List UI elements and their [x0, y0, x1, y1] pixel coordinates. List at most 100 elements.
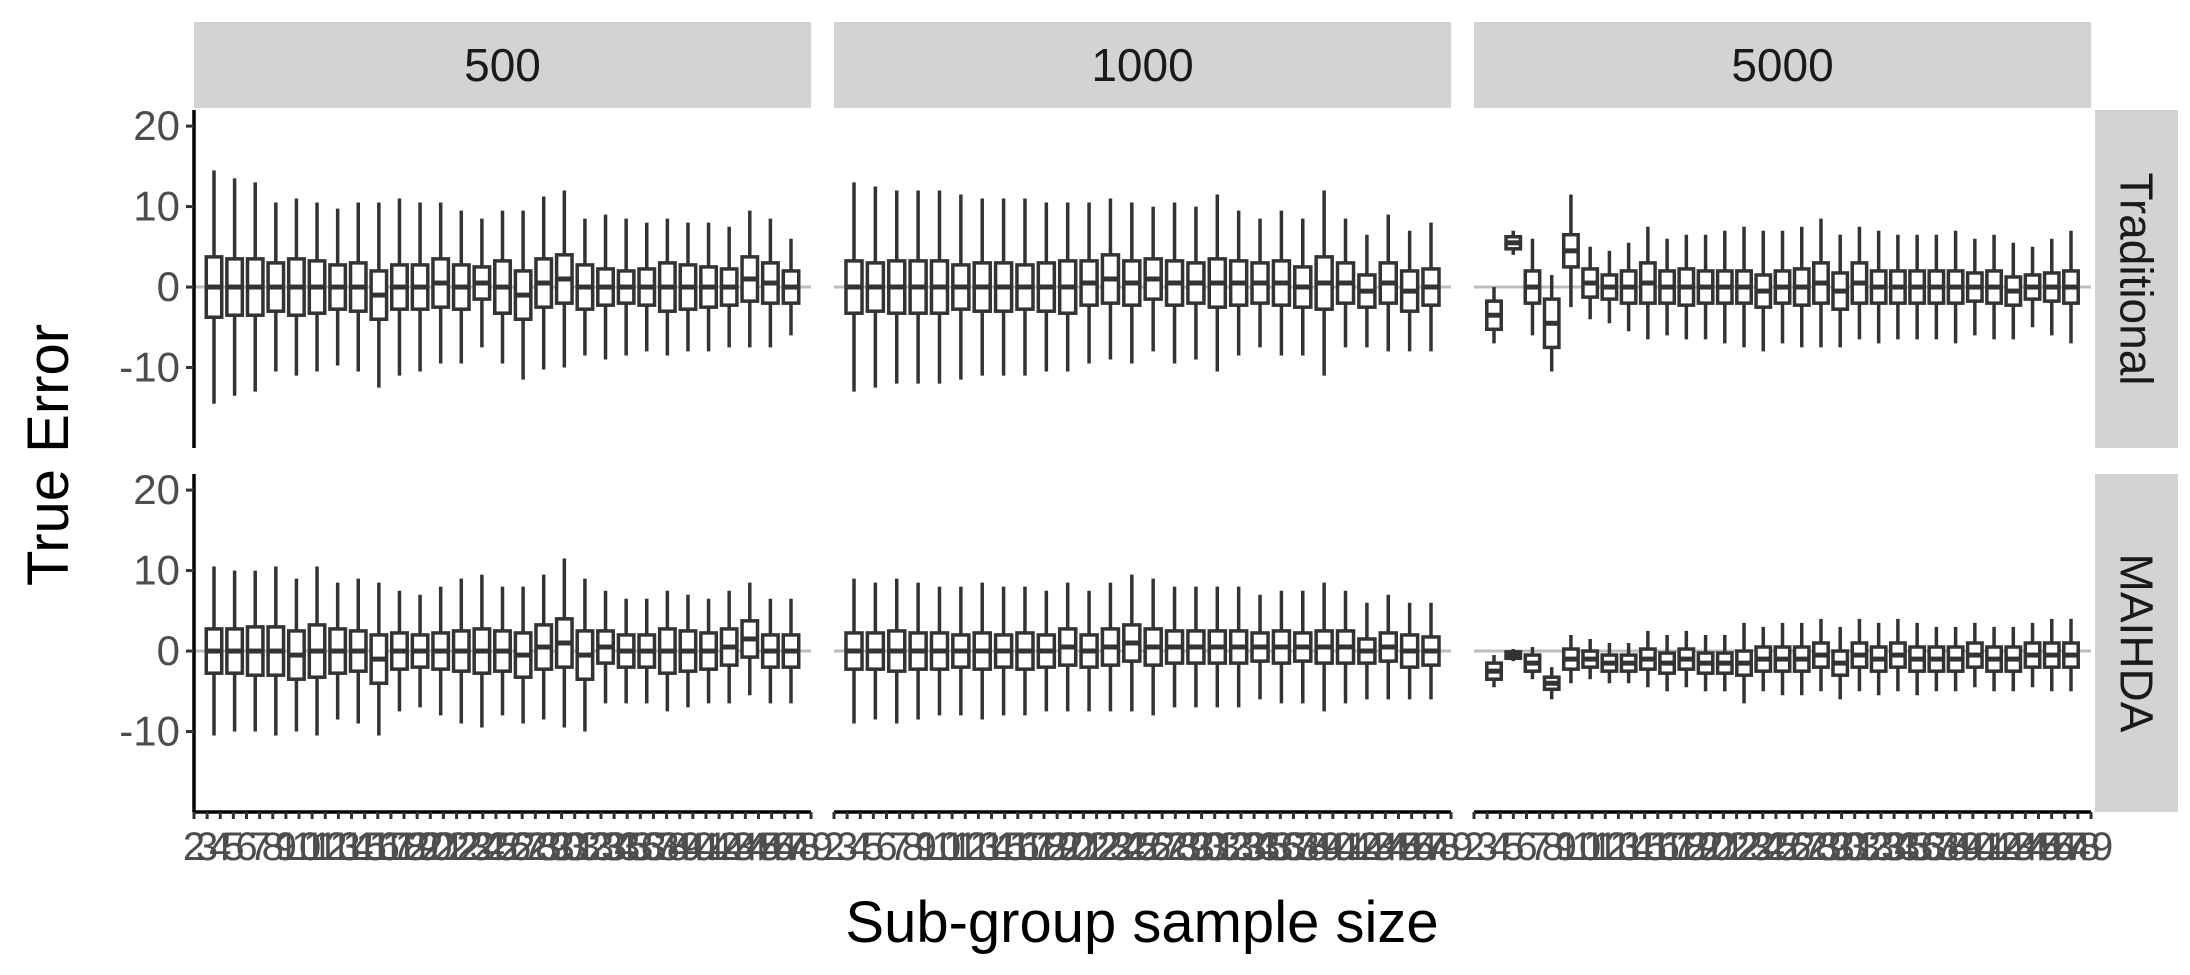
boxplot [1335, 590, 1356, 704]
row-strip-label-traditional: Traditional [2111, 172, 2163, 385]
boxplot [534, 574, 554, 720]
boxplot [369, 582, 389, 736]
x-tick-label: 12 [303, 825, 348, 869]
x-tick-label: 42 [1337, 825, 1382, 869]
x-axis-500: 2345678910111213141516171819202122232425… [183, 810, 834, 869]
x-tick-label: 45 [1376, 825, 1421, 869]
boxplot [2062, 230, 2080, 344]
boxplot [1100, 198, 1121, 360]
boxplot [1143, 578, 1163, 716]
boxplot [204, 566, 224, 736]
boxplot [760, 218, 780, 348]
boxplot [1057, 582, 1078, 712]
x-tick-label: 46 [749, 825, 794, 869]
x-tick-label: 7 [1529, 825, 1551, 869]
boxplot [348, 202, 368, 372]
boxplot [1985, 234, 2004, 340]
boxplot [1600, 250, 1619, 324]
boxplot [389, 590, 409, 712]
column-strip-label-1000: 1000 [1091, 39, 1193, 91]
boxplot [1696, 234, 1715, 340]
x-tick-label: 32 [1846, 825, 1891, 869]
x-tick-label: 44 [2003, 825, 2048, 869]
x-tick-label: 23 [1727, 825, 1772, 869]
boxplot [1314, 190, 1334, 376]
boxplot [1485, 655, 1503, 688]
boxplot [1378, 594, 1399, 700]
x-tick-label: 30 [539, 825, 584, 869]
boxplot [972, 198, 992, 376]
boxplot [1735, 226, 1753, 348]
x-tick-label: 5 [222, 825, 244, 869]
x-tick-label: 25 [1754, 825, 1799, 869]
boxplot [1421, 602, 1441, 700]
boxplot [1421, 222, 1441, 352]
x-tick-label: 18 [382, 825, 427, 869]
x-tick-label: 13 [956, 825, 1001, 869]
x-tick-label: 9 [1555, 825, 1577, 869]
x-tick-label: 5 [1502, 825, 1524, 869]
boxplot [307, 202, 327, 372]
y-tick-label: 10 [133, 547, 180, 594]
boxplot [575, 218, 595, 356]
column-strip-label-5000: 5000 [1731, 39, 1833, 91]
boxplot [740, 582, 760, 696]
x-tick-label: 43 [1990, 825, 2035, 869]
boxplot [719, 590, 739, 704]
x-tick-label: 44 [723, 825, 768, 869]
x-tick-label: 28 [1153, 825, 1198, 869]
boxplot [1773, 622, 1792, 696]
boxplot [1735, 622, 1753, 704]
boxplot [1100, 582, 1121, 712]
y-tick-label: 10 [133, 183, 180, 230]
x-tick-label: 8 [902, 825, 924, 869]
boxplot [389, 198, 409, 376]
boxplot [245, 182, 265, 392]
x-tick-label: 31 [1192, 825, 1237, 869]
x-tick-label: 6 [235, 825, 257, 869]
x-tick-label: 15 [342, 825, 387, 869]
x-tick-label: 37 [1271, 825, 1316, 869]
boxplot [929, 190, 950, 384]
y-tick-label: -10 [119, 708, 180, 755]
x-tick-label: 20 [1688, 825, 1733, 869]
x-tick-label: 41 [1964, 825, 2009, 869]
column-strip-1000 [834, 22, 1451, 108]
x-tick-label: 49 [789, 825, 834, 869]
x-tick-label: 33 [1859, 825, 1904, 869]
x-tick-label: 25 [1114, 825, 1159, 869]
boxplot [1600, 643, 1619, 684]
panels-layer [194, 170, 2091, 736]
boxplot [951, 586, 971, 716]
boxplot [554, 558, 574, 728]
boxplot [1831, 626, 1850, 700]
boxplot [637, 222, 657, 352]
x-tick-label: 3 [836, 825, 858, 869]
boxplot [1271, 590, 1292, 704]
boxplot [1122, 202, 1142, 364]
x-tick-label: 39 [1297, 825, 1342, 869]
x-tick-label: 20 [1048, 825, 1093, 869]
boxplot [616, 218, 636, 356]
boxplot [1164, 586, 1185, 708]
x-tick-label: 6 [875, 825, 897, 869]
boxplot [410, 594, 430, 708]
boxplot [1250, 218, 1270, 348]
boxplot [1523, 238, 1542, 336]
panel-500-traditional [194, 170, 811, 404]
x-tick-label: 14 [969, 825, 1014, 869]
x-tick-label: 44 [1363, 825, 1408, 869]
x-tick-label: 21 [1061, 825, 1106, 869]
x-tick-label: 49 [1429, 825, 1474, 869]
x-tick-label: 32 [566, 825, 611, 869]
boxplot [1485, 287, 1503, 344]
x-tick-label: 15 [1622, 825, 1667, 869]
x-tick-label: 11 [1571, 825, 1613, 869]
boxplot [1888, 618, 1907, 692]
x-tick-label: 33 [1219, 825, 1264, 869]
x-tick-label: 31 [1832, 825, 1877, 869]
x-tick-label: 30 [1179, 825, 1224, 869]
boxplot [1542, 274, 1561, 372]
boxplot [719, 226, 739, 348]
